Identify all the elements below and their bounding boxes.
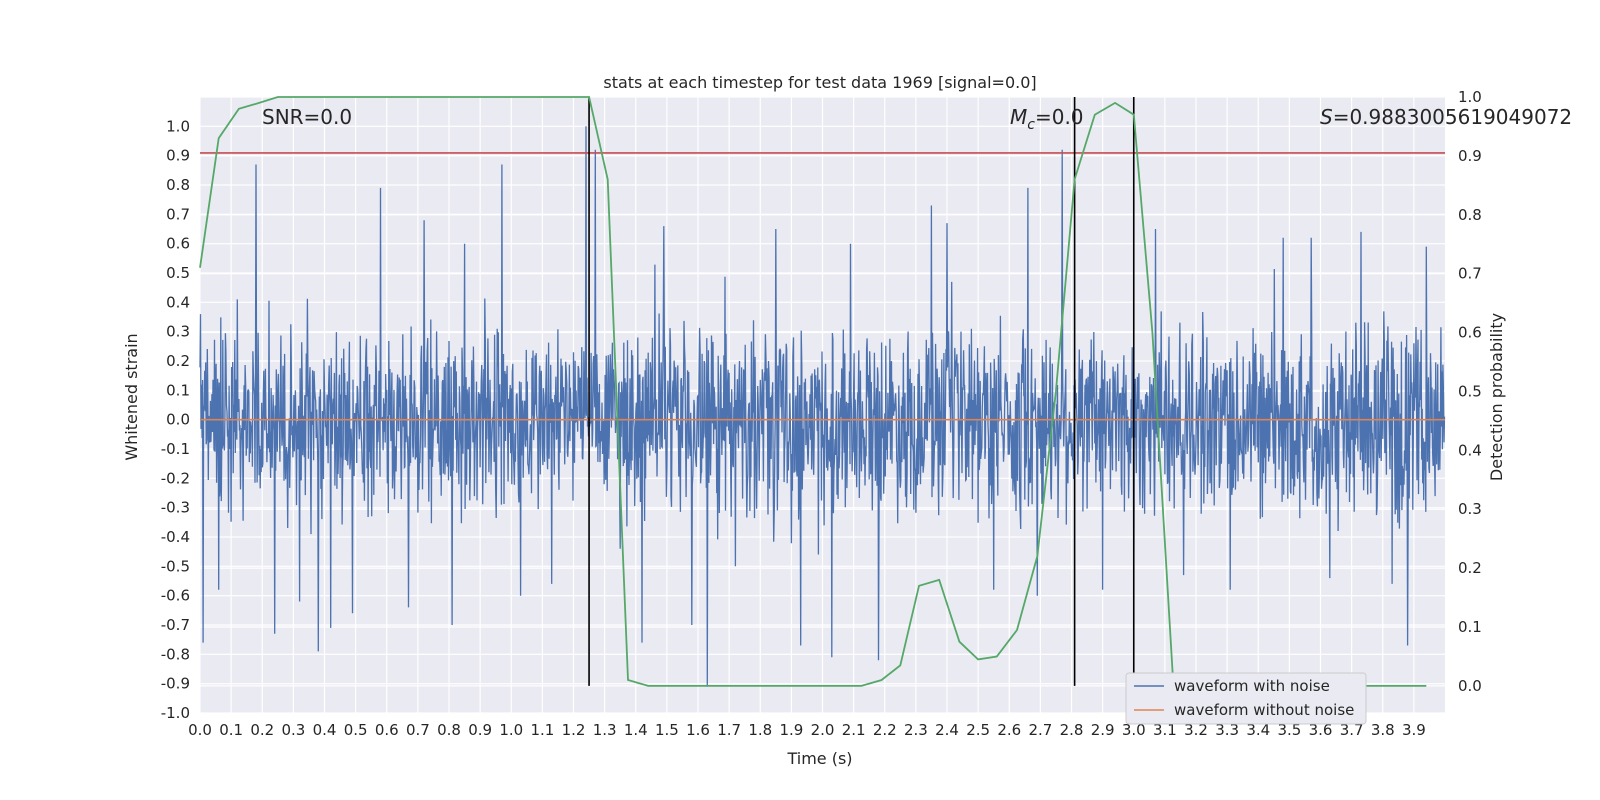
x-tick-label: 0.0: [188, 721, 212, 739]
x-tick-label: 1.2: [562, 721, 586, 739]
legend: waveform with noise waveform without noi…: [1125, 672, 1367, 725]
x-tick-label: 3.5: [1277, 721, 1301, 739]
y-right-tick-label: 0.0: [1458, 677, 1482, 695]
x-tick-label: 0.4: [313, 721, 337, 739]
y-tick-label: -0.2: [161, 469, 190, 487]
x-tick-label: 1.1: [530, 721, 554, 739]
x-tick-label: 0.9: [468, 721, 492, 739]
x-tick-label: 3.4: [1246, 721, 1270, 739]
x-tick-label: 2.4: [935, 721, 959, 739]
x-tick-label: 1.0: [499, 721, 523, 739]
x-tick-label: 3.8: [1371, 721, 1395, 739]
y-right-tick-label: 0.6: [1458, 324, 1482, 342]
x-tick-label: 3.3: [1215, 721, 1239, 739]
y-tick-label: -0.1: [161, 440, 190, 458]
x-tick-label: 2.6: [997, 721, 1021, 739]
y-tick-labels: 1.0 0.9 0.8 0.7 0.6 0.5 0.4 0.3 0.2 0.1 0.0 -0.1 -0.…: [161, 117, 190, 722]
x-tick-label: 1.6: [686, 721, 710, 739]
x-tick-label: 2.8: [1060, 721, 1084, 739]
y-right-tick-label: 0.7: [1458, 265, 1482, 283]
x-tick-labels: 0.0 0.1 0.2 0.3 0.4 0.5 0.6 0.7 0.8 0.9 1.0 1.1 1.2 1…: [188, 721, 1426, 739]
y-right-tick-label: 0.3: [1458, 500, 1482, 518]
y-tick-label: 0.9: [166, 147, 190, 165]
y-tick-label: -0.5: [161, 557, 190, 575]
detection-probability-line: [199, 96, 1427, 687]
y-tick-label: 0.0: [166, 411, 190, 429]
x-tick-label: 3.6: [1309, 721, 1333, 739]
legend-box: [1125, 672, 1367, 725]
y-right-tick-label: 0.4: [1458, 441, 1482, 459]
x-tick-label: 0.2: [250, 721, 274, 739]
x-tick-label: 2.0: [811, 721, 835, 739]
x-tick-label: 0.6: [375, 721, 399, 739]
series-waveform-with-noise: [199, 126, 1446, 687]
y-right-tick-labels: 1.0 0.9 0.8 0.7 0.6 0.5 0.4 0.3 0.2 0.1 0.0: [1458, 88, 1482, 695]
y-tick-label: 1.0: [166, 117, 190, 135]
series-lines: [199, 96, 1445, 687]
y-right-tick-label: 0.5: [1458, 382, 1482, 400]
x-tick-label: 3.1: [1153, 721, 1177, 739]
x-tick-label: 3.0: [1122, 721, 1146, 739]
mc-annotation: Mc=0.0: [1010, 105, 1084, 133]
x-tick-label: 2.9: [1091, 721, 1115, 739]
x-tick-label: 0.5: [344, 721, 368, 739]
x-tick-label: 3.2: [1184, 721, 1208, 739]
legend-label-clean: waveform without noise: [1174, 701, 1354, 719]
y-tick-label: -0.6: [161, 587, 190, 605]
y-axis-label: Whitened strain: [122, 333, 141, 460]
y-tick-label: 0.2: [166, 352, 190, 370]
x-tick-label: 1.4: [624, 721, 648, 739]
y-tick-label: -0.4: [161, 528, 190, 546]
x-tick-label: 3.9: [1402, 721, 1426, 739]
y-right-tick-label: 0.1: [1458, 618, 1482, 636]
chart-title: stats at each timestep for test data 196…: [603, 73, 1036, 92]
x-tick-label: 2.2: [873, 721, 897, 739]
y-tick-label: 0.7: [166, 205, 190, 223]
legend-label-noise: waveform with noise: [1174, 677, 1330, 695]
x-tick-label: 0.8: [437, 721, 461, 739]
y-right-tick-label: 0.8: [1458, 206, 1482, 224]
x-tick-label: 1.8: [748, 721, 772, 739]
x-tick-label: 0.3: [281, 721, 305, 739]
x-tick-label: 1.7: [717, 721, 741, 739]
s-annotation: S=0.9883005619049072: [1320, 105, 1572, 129]
y-tick-label: 0.6: [166, 235, 190, 253]
y-tick-label: -1.0: [161, 704, 190, 722]
waveform-with-noise-line: [199, 126, 1446, 687]
x-tick-label: 3.7: [1340, 721, 1364, 739]
snr-annotation: SNR=0.0: [262, 105, 352, 129]
y-tick-label: -0.7: [161, 616, 190, 634]
x-tick-label: 2.7: [1028, 721, 1052, 739]
y-right-tick-label: 0.2: [1458, 559, 1482, 577]
x-tick-label: 0.1: [219, 721, 243, 739]
x-tick-label: 0.7: [406, 721, 430, 739]
x-axis-label: Time (s): [786, 749, 852, 768]
y-tick-label: 0.1: [166, 381, 190, 399]
mc-annotation-value: =0.0: [1035, 105, 1084, 129]
x-tick-label: 2.3: [904, 721, 928, 739]
y-right-tick-label: 0.9: [1458, 147, 1482, 165]
x-tick-label: 1.3: [593, 721, 617, 739]
y-right-tick-label: 1.0: [1458, 88, 1482, 106]
x-tick-label: 1.5: [655, 721, 679, 739]
x-tick-label: 2.1: [842, 721, 866, 739]
y-tick-label: -0.3: [161, 499, 190, 517]
y-tick-label: -0.8: [161, 645, 190, 663]
y-tick-label: -0.9: [161, 675, 190, 693]
y-tick-label: 0.3: [166, 323, 190, 341]
x-tick-label: 2.5: [966, 721, 990, 739]
y-tick-label: 0.8: [166, 176, 190, 194]
y-right-axis-label: Detection probability: [1487, 313, 1506, 481]
y-tick-label: 0.4: [166, 293, 190, 311]
y-tick-label: 0.5: [166, 264, 190, 282]
x-tick-label: 1.9: [779, 721, 803, 739]
s-annotation-value: =0.9883005619049072: [1333, 105, 1572, 129]
